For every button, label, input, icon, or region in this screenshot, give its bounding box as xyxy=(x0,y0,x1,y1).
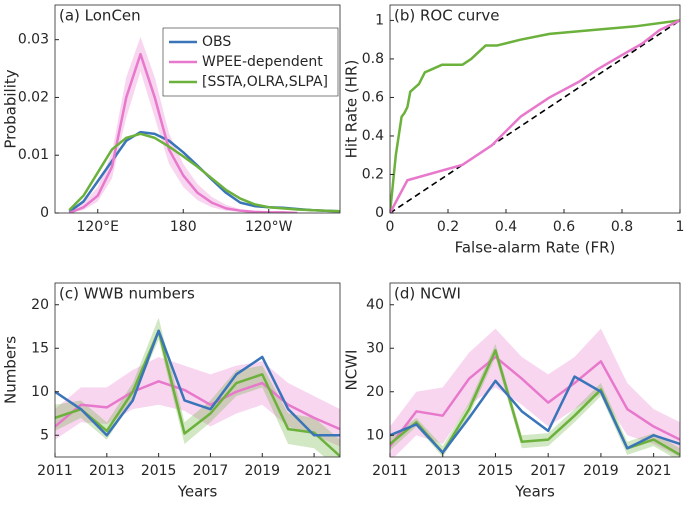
plot-area xyxy=(390,19,680,213)
panel-title: (a) LonCen xyxy=(59,7,141,25)
y-tick-label: 0 xyxy=(40,205,49,221)
y-tick-label: 40 xyxy=(366,297,384,313)
panel-title: (c) WWB numbers xyxy=(59,285,195,303)
y-tick-label: 0 xyxy=(375,205,384,221)
y-tick-label: 0.01 xyxy=(18,147,49,163)
series-line xyxy=(68,52,298,213)
axes-box xyxy=(54,282,341,458)
y-tick-label: 10 xyxy=(366,427,384,443)
y-tick-label: 1 xyxy=(375,12,384,28)
uncertainty-band xyxy=(390,328,680,457)
uncertainty-band xyxy=(390,343,680,457)
uncertainty-band xyxy=(55,317,340,457)
panel: 120°E 180 120°W 0 0.01 0.02 0.03 (a) LonCen Prob… xyxy=(2,4,341,235)
x-tick-label: 2017 xyxy=(530,463,566,479)
uncertainty-band xyxy=(55,356,340,447)
y-tick-label: 10 xyxy=(31,384,49,400)
y-axis-label: NCWI xyxy=(343,350,361,391)
y-tick-label: 0.02 xyxy=(18,89,49,105)
legend-label: OBS xyxy=(202,34,231,50)
uncertainty-band xyxy=(69,36,340,213)
x-tick-label: 2011 xyxy=(37,463,73,479)
x-tick-label: 120°W xyxy=(245,219,293,235)
y-tick-label: 20 xyxy=(31,297,49,313)
y-tick-label: 0.4 xyxy=(362,128,384,144)
x-tick-label: 2011 xyxy=(372,463,408,479)
x-axis-label: False-alarm Rate (FR) xyxy=(455,239,616,257)
series-line xyxy=(68,132,340,213)
x-axis-label: Years xyxy=(177,483,218,501)
series-line xyxy=(390,355,680,447)
y-tick-label: 0.03 xyxy=(18,32,49,48)
series-line xyxy=(390,375,680,454)
y-tick-label: 5 xyxy=(40,427,49,443)
x-tick-label: 120°E xyxy=(76,219,119,235)
y-tick-label: 30 xyxy=(366,340,384,356)
x-tick-label: 2013 xyxy=(425,463,461,479)
plot-area xyxy=(390,328,680,457)
x-tick-label: 0.8 xyxy=(611,219,633,235)
y-axis-label: Probability xyxy=(2,69,20,148)
x-tick-label: 2015 xyxy=(141,463,177,479)
axes-box xyxy=(389,282,681,458)
panel: 0 0.2 0.4 0.6 0.8 1 0 0.2 0.4 0.6 0.8 1 (b) ROC curv… xyxy=(343,4,685,257)
x-tick-label: 2021 xyxy=(296,463,332,479)
reference-diagonal xyxy=(390,19,680,213)
panel: 2011 2013 2015 2017 2019 2021 5 10 15 20 (c) WWB n… xyxy=(2,282,341,501)
x-tick-label: 0.6 xyxy=(553,219,575,235)
x-tick-label: 180 xyxy=(170,219,197,235)
x-tick-label: 1 xyxy=(676,219,685,235)
panel-title: (d) NCWI xyxy=(394,285,461,303)
x-tick-label: 0.2 xyxy=(437,219,459,235)
axes-box xyxy=(389,4,681,214)
x-tick-label: 2021 xyxy=(636,463,672,479)
y-tick-label: 0.8 xyxy=(362,51,384,67)
y-tick-label: 0.2 xyxy=(362,166,384,182)
y-tick-label: 15 xyxy=(31,340,49,356)
series-line xyxy=(55,380,340,431)
y-tick-label: 20 xyxy=(366,384,384,400)
panel-title: (b) ROC curve xyxy=(394,7,500,25)
x-tick-label: 0.4 xyxy=(495,219,517,235)
panel: 2011 2013 2015 2017 2019 2021 10 20 30 40 (d) NCWI… xyxy=(343,282,681,501)
legend-label: [SSTA,OLRA,SLPA] xyxy=(202,74,328,90)
y-axis-label: Numbers xyxy=(2,336,20,404)
plot-area xyxy=(68,36,340,213)
axes-box xyxy=(54,4,341,214)
x-tick-label: 2019 xyxy=(583,463,619,479)
series-line xyxy=(390,19,680,213)
x-axis-label: Years xyxy=(514,483,555,501)
series-line xyxy=(55,329,340,437)
x-tick-label: 0 xyxy=(386,219,395,235)
x-tick-label: 2015 xyxy=(478,463,514,479)
x-tick-label: 2017 xyxy=(193,463,229,479)
series-line xyxy=(55,329,340,457)
plot-area xyxy=(55,317,340,457)
x-tick-label: 2019 xyxy=(244,463,280,479)
legend-label: WPEE-dependent xyxy=(202,54,323,70)
y-tick-label: 0.6 xyxy=(362,89,384,105)
series-line xyxy=(390,19,680,213)
y-axis-label: Hit Rate (HR) xyxy=(343,60,361,159)
x-tick-label: 2013 xyxy=(89,463,125,479)
